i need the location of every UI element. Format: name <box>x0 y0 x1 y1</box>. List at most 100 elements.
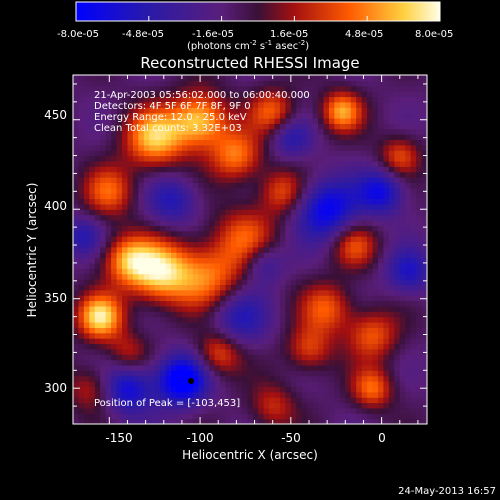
heatmap-cell <box>111 214 118 221</box>
heatmap-cell <box>154 348 161 355</box>
heatmap-cell <box>279 359 286 366</box>
heatmap-cell <box>73 96 80 103</box>
heatmap-cell <box>367 359 374 366</box>
heatmap-cell <box>100 311 107 318</box>
heatmap-cell <box>361 117 368 124</box>
heatmap-cell <box>225 96 232 103</box>
heatmap-cell <box>252 386 259 393</box>
heatmap-cell <box>263 407 270 414</box>
heatmap-cell <box>143 273 150 280</box>
heatmap-cell <box>301 177 308 183</box>
heatmap-cell <box>405 289 412 296</box>
heatmap-cell <box>225 407 232 414</box>
heatmap-cell <box>116 338 123 345</box>
heatmap-cell <box>203 91 210 98</box>
heatmap-cell <box>258 305 265 312</box>
heatmap-cell <box>171 123 178 130</box>
heatmap-cell <box>416 300 423 307</box>
heatmap-cell <box>279 117 286 124</box>
heatmap-cell <box>399 134 406 141</box>
heatmap-cell <box>138 117 145 124</box>
heatmap-cell <box>171 262 178 269</box>
heatmap-cell <box>181 327 188 334</box>
heatmap-cell <box>230 112 237 119</box>
heatmap-cell <box>361 144 368 151</box>
heatmap-cell <box>301 370 308 377</box>
heatmap-cell <box>334 364 341 371</box>
heatmap-cell <box>149 402 156 409</box>
heatmap-cell <box>220 289 227 296</box>
heatmap-cell <box>367 375 374 382</box>
heatmap-cell <box>405 139 412 146</box>
heatmap-cell <box>328 134 336 141</box>
heatmap-cell <box>100 112 107 119</box>
heatmap-cell <box>356 300 363 307</box>
heatmap-cell <box>290 117 297 124</box>
heatmap-cell <box>209 300 216 307</box>
heatmap-cell <box>132 295 139 302</box>
heatmap-cell <box>236 295 243 302</box>
heatmap-cell <box>89 160 96 167</box>
heatmap-cell <box>154 75 161 81</box>
heatmap-cell <box>356 397 363 404</box>
heatmap-cell <box>230 402 237 409</box>
heatmap-cell <box>132 246 139 253</box>
heatmap-cell <box>176 381 183 388</box>
heatmap-cell <box>171 381 178 388</box>
heatmap-cell <box>236 386 243 393</box>
heatmap-cell <box>198 123 205 130</box>
heatmap-cell <box>399 128 406 135</box>
heatmap-cell <box>111 268 118 275</box>
heatmap-cell <box>269 402 276 409</box>
heatmap-cell <box>127 418 134 424</box>
heatmap-cell <box>225 144 232 151</box>
heatmap-cell <box>361 381 368 388</box>
heatmap-cell <box>361 354 368 361</box>
heatmap-cell <box>263 198 270 205</box>
heatmap-cell <box>83 284 90 291</box>
heatmap-cell <box>269 75 276 81</box>
heatmap-cell <box>116 112 123 119</box>
heatmap-cell <box>89 391 96 398</box>
heatmap-cell <box>230 182 237 189</box>
heatmap-cell <box>78 359 85 366</box>
heatmap-cell <box>323 101 330 108</box>
heatmap-cell <box>279 166 286 173</box>
heatmap-cell <box>138 257 145 264</box>
heatmap-cell <box>187 101 194 108</box>
heatmap-cell <box>339 219 346 226</box>
heatmap-cell <box>111 75 118 81</box>
heatmap-cell <box>350 257 357 264</box>
heatmap-cell <box>421 150 427 157</box>
heatmap-cell <box>334 370 341 377</box>
heatmap-cell <box>377 214 385 221</box>
heatmap-cell <box>383 321 390 328</box>
heatmap-cell <box>220 364 227 371</box>
heatmap-cell <box>127 155 134 162</box>
heatmap-cell <box>100 225 107 232</box>
heatmap-cell <box>83 257 90 264</box>
heatmap-cell <box>143 171 150 178</box>
heatmap-cell <box>171 413 178 420</box>
heatmap-cell <box>143 364 150 371</box>
heatmap-cell <box>405 96 412 103</box>
heatmap-cell <box>230 262 237 269</box>
heatmap-cell <box>171 230 178 237</box>
heatmap-cell <box>334 332 341 339</box>
heatmap-cell <box>318 198 325 205</box>
heatmap-cell <box>285 117 292 124</box>
heatmap-cell <box>83 359 90 366</box>
heatmap-cell <box>252 230 259 237</box>
heatmap-cell <box>361 262 368 269</box>
heatmap-cell <box>279 348 286 355</box>
heatmap-cell <box>361 386 368 393</box>
heatmap-cell <box>269 193 276 200</box>
heatmap-cell <box>160 257 167 264</box>
heatmap-cell <box>176 262 183 269</box>
heatmap-cell <box>209 391 216 398</box>
heatmap-cell <box>252 407 259 414</box>
heatmap-cell <box>73 257 80 264</box>
heatmap-cell <box>388 316 395 323</box>
heatmap-cell <box>318 241 325 248</box>
heatmap-cell <box>214 230 221 237</box>
